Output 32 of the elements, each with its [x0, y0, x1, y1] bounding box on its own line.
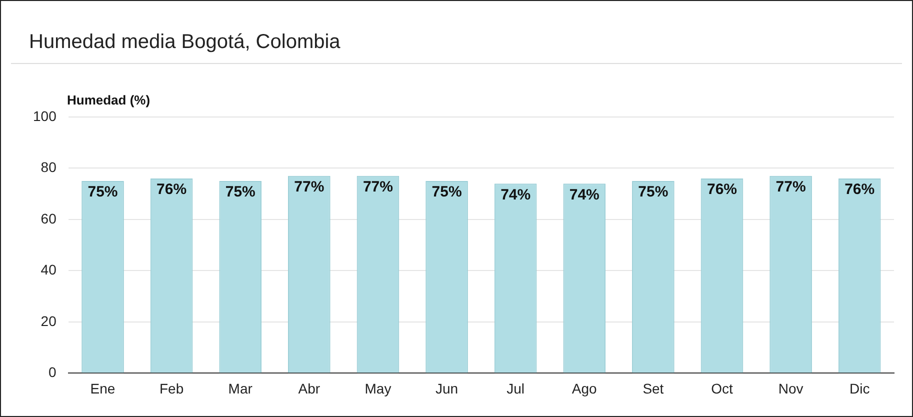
x-tick-label: Nov: [778, 380, 804, 396]
data-label: 77%: [362, 178, 393, 196]
y-tick-label: 100: [33, 108, 57, 124]
y-tick-label: 20: [40, 312, 57, 329]
data-label: 75%: [225, 184, 256, 201]
data-label: 75%: [638, 184, 668, 201]
y-tick-label: 40: [40, 262, 57, 278]
data-label: 74%: [500, 186, 531, 204]
y-tick-label: 0: [48, 364, 57, 380]
x-tick-label: Abr: [298, 380, 320, 396]
x-tick-label: Feb: [160, 380, 184, 396]
data-label: 77%: [776, 178, 806, 196]
data-label: 75%: [432, 184, 462, 201]
y-axis-title: Humedad (%): [67, 92, 150, 108]
x-tick-label: Jul: [506, 380, 525, 396]
x-tick-label: Dic: [849, 380, 870, 396]
data-label: 74%: [569, 186, 600, 204]
chart-title: Humedad media Bogotá, Colombia: [29, 31, 340, 54]
y-tick-label: 60: [40, 210, 57, 226]
data-label: 76%: [844, 181, 875, 198]
x-tick-label: Ene: [90, 380, 116, 396]
x-tick-label: Set: [642, 380, 664, 396]
x-tick-label: Oct: [711, 380, 733, 396]
x-tick-label: Mar: [228, 380, 253, 396]
data-label: 76%: [706, 181, 738, 198]
data-label: 75%: [88, 184, 118, 201]
y-tick-label: 80: [40, 159, 57, 176]
data-label: 77%: [294, 178, 324, 196]
x-tick-label: May: [364, 380, 392, 396]
data-label: 76%: [156, 181, 187, 198]
x-tick-label: Jun: [435, 380, 458, 396]
x-tick-label: Ago: [572, 380, 598, 396]
